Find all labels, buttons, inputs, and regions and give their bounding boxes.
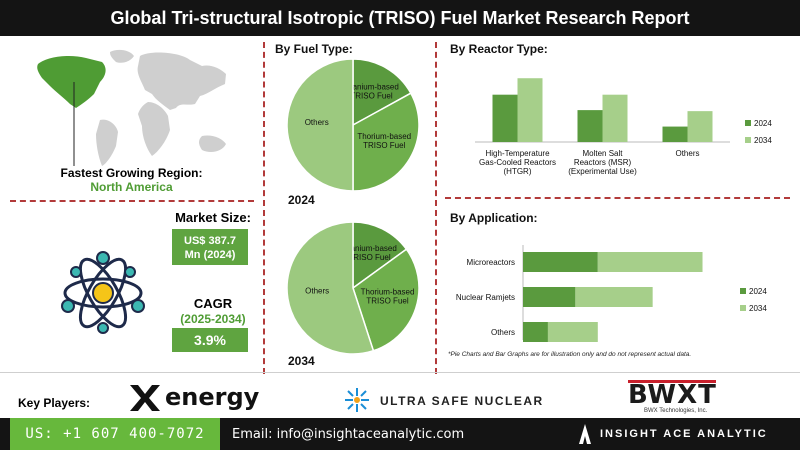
reactor-bar-2-1	[687, 111, 713, 142]
application-bar-chart: Microreactors Nuclear Ramjets Others 2024 20…	[456, 245, 767, 342]
market-size-box: US$ 387.7 Mn (2024)	[172, 229, 248, 265]
map-greenland	[110, 49, 134, 63]
footer-email-text: Email: info@insightaceanalytic.com	[232, 426, 465, 442]
reactor-legend-0: 2024	[754, 119, 772, 128]
app-legend-swatch-0	[740, 288, 746, 294]
footer-email[interactable]: Email: info@insightaceanalytic.com	[232, 418, 464, 450]
pie-slice-0	[352, 221, 408, 290]
reactor-bar-1-1	[602, 94, 628, 142]
app-bar-0-1	[597, 252, 703, 272]
reactor-legend-1: 2034	[754, 136, 772, 145]
x-energy-name: energy	[165, 383, 260, 411]
app-bar-0-0	[523, 252, 598, 272]
fuel-pie-2034: Uranium-based TRISO Fuel Thorium-based TRIS…	[286, 221, 420, 355]
fuel-pie-2024: Uranium-based TRISO Fuel Thorium-based TRIS…	[286, 58, 420, 192]
reactor-bar-0-0	[492, 94, 518, 142]
disclaimer: *Pie Charts and Bar Graphs are for illus…	[448, 351, 692, 358]
region-value: North America	[90, 180, 173, 194]
pie-label-1: Thorium-based TRISO Fuel	[361, 288, 415, 306]
ultra-safe-nuclear-icon	[345, 388, 369, 412]
cagr-period: (2025-2034)	[180, 312, 246, 326]
footer-phone[interactable]: US: +1 607 400-7072	[10, 418, 220, 450]
reactor-bar-1-0	[577, 110, 603, 142]
atom-icon	[61, 251, 145, 334]
footer-brand: INSIGHT ACE ANALYTIC	[600, 418, 768, 450]
world-map	[37, 49, 226, 166]
reactor-legend-swatch-1	[745, 137, 751, 143]
app-bar-2-1	[547, 322, 598, 342]
pie-label-0: Uranium-based TRISO Fuel	[344, 82, 399, 100]
app-category-0: Microreactors	[467, 258, 515, 267]
reactor-bar-2-0	[662, 126, 688, 142]
app-bar-2-0	[523, 322, 548, 342]
pie-slice-2	[286, 58, 354, 192]
reactor-category-1: Molten Salt Reactors (MSR) (Experimental U…	[568, 149, 637, 176]
app-bar-1-0	[523, 287, 576, 307]
app-legend-swatch-1	[740, 305, 746, 311]
pie-label-1: Thorium-based TRISO Fuel	[357, 132, 411, 150]
pie-slice-0	[352, 58, 412, 127]
fuel-year-2034: 2034	[288, 354, 315, 368]
reactor-bar-0-1	[517, 78, 543, 142]
app-category-1: Nuclear Ramjets	[456, 293, 515, 302]
app-bar-1-1	[575, 287, 653, 307]
market-size-value-2: Mn (2024)	[184, 249, 236, 261]
cagr-value: 3.9%	[172, 328, 248, 352]
insight-ace-logo-icon	[579, 424, 591, 444]
fuel-type-title: By Fuel Type:	[275, 42, 353, 56]
divider-right-h	[445, 197, 790, 199]
ultra-safe-nuclear-name: ULTRA SAFE NUCLEAR	[380, 394, 544, 408]
pie-label-2: Others	[305, 118, 329, 127]
pie-label-0: Uranium-based TRISO Fuel	[342, 244, 397, 262]
reactor-type-title: By Reactor Type:	[450, 42, 548, 56]
reactor-category-0: High-Temperature Gas-Cooled Reactors (HTGR…	[479, 149, 556, 176]
pie-label-2: Others	[305, 287, 329, 296]
map-australia	[199, 135, 226, 152]
app-legend-0: 2024	[749, 287, 767, 296]
map-africa	[138, 102, 170, 156]
market-size-value-1: US$ 387.7	[184, 235, 236, 247]
divider-left-h	[10, 200, 254, 202]
market-size-label: Market Size:	[175, 210, 251, 225]
pie-slice-1	[352, 92, 420, 192]
key-players-label: Key Players:	[18, 396, 91, 410]
map-north-america	[37, 56, 106, 108]
reactor-bar-chart: High-Temperature Gas-Cooled Reactors (HTGR…	[475, 78, 772, 176]
cagr-label: CAGR	[193, 296, 233, 311]
reactor-category-2: Others	[675, 149, 699, 158]
bwxt-logo: BWXT	[628, 380, 717, 410]
pie-slice-2	[286, 221, 375, 355]
footer-brand-text: INSIGHT ACE ANALYTIC	[600, 428, 768, 440]
region-label: Fastest Growing Region:	[60, 166, 203, 180]
app-category-2: Others	[491, 328, 515, 337]
fuel-year-2024: 2024	[288, 193, 315, 207]
pie-slice-1	[352, 248, 420, 352]
divider-right	[435, 42, 437, 374]
bwxt-subtitle: BWX Technologies, Inc.	[644, 408, 708, 414]
map-south-america	[96, 119, 118, 166]
bwxt-accent	[628, 380, 716, 383]
application-title: By Application:	[450, 211, 538, 225]
page-title: Global Tri-structural Isotropic (TRISO) …	[0, 0, 800, 36]
title-text: Global Tri-structural Isotropic (TRISO) …	[110, 7, 690, 28]
players-divider	[0, 372, 800, 373]
footer-phone-text: US: +1 607 400-7072	[25, 426, 205, 442]
map-eurasia	[137, 52, 226, 110]
divider-left	[263, 42, 265, 374]
app-legend-1: 2034	[749, 304, 767, 313]
reactor-legend-swatch-0	[745, 120, 751, 126]
x-energy-logo-icon	[130, 385, 160, 411]
